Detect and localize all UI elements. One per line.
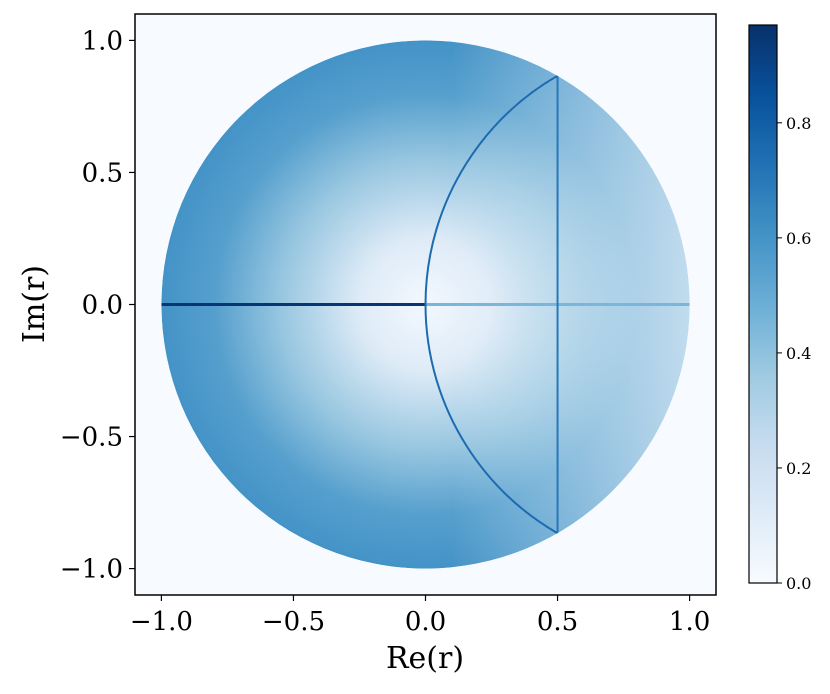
x-tick-label: −0.5 — [262, 607, 325, 637]
y-tick-label: −0.5 — [60, 423, 123, 453]
colorbar-tick-label: 0.4 — [786, 344, 811, 363]
x-tick-label: −1.0 — [130, 607, 193, 637]
disk-density — [161, 40, 690, 569]
y-tick-label: −1.0 — [60, 555, 123, 585]
y-tick-label: 0.0 — [82, 291, 123, 321]
y-tick-label: 0.5 — [82, 158, 123, 188]
y-axis: −1.0 −0.5 0.0 0.5 1.0 — [60, 26, 135, 585]
feature-arc-4 — [424, 74, 559, 535]
x-axis-label: Re(r) — [386, 641, 464, 676]
colorbar-tick-label: 0.6 — [786, 229, 811, 248]
heatmap — [161, 40, 690, 569]
y-axis-label: Im(r) — [17, 265, 52, 343]
x-tick-label: 0.0 — [405, 607, 446, 637]
colorbar-tick-label: 0.2 — [786, 459, 811, 478]
x-tick-label: 1.0 — [669, 607, 710, 637]
colorbar-tick-label: 0.0 — [786, 574, 811, 593]
colorbar: 0.0 0.2 0.4 0.6 0.8 — [748, 24, 811, 593]
x-tick-label: 0.5 — [537, 607, 578, 637]
y-tick-label: 1.0 — [82, 26, 123, 56]
x-axis: −1.0 −0.5 0.0 0.5 1.0 — [130, 595, 710, 637]
colorbar-tick-label: 0.8 — [786, 114, 811, 133]
colorbar-scale — [748, 24, 778, 584]
